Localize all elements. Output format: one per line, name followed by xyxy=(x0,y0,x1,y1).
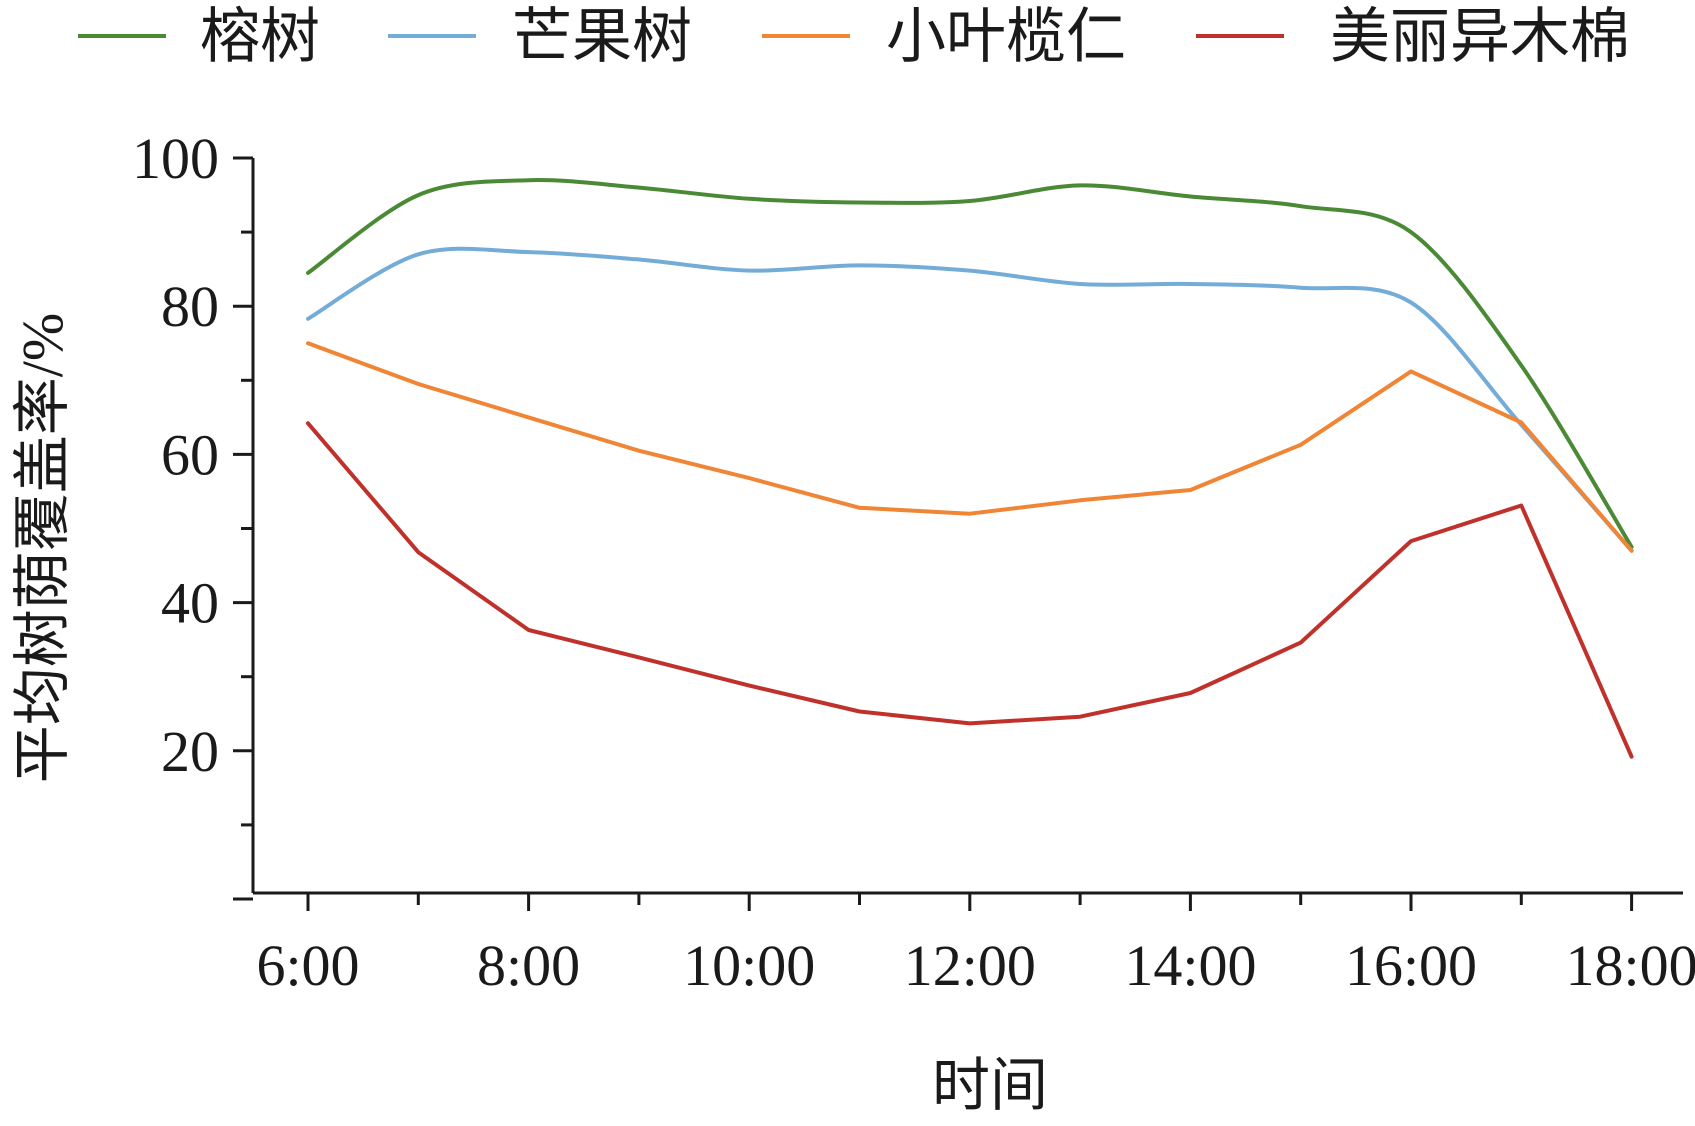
legend-label: 美丽异木棉 xyxy=(1330,4,1630,70)
y-tick-label: 20 xyxy=(161,719,219,784)
x-axis-title: 时间 xyxy=(932,1053,1048,1118)
y-axis-title: 平均树荫覆盖率/% xyxy=(10,313,75,783)
legend: 榕树 芒果树 小叶榄仁 美丽异木棉 xyxy=(78,4,1630,70)
y-tick-label: 80 xyxy=(161,274,219,339)
legend-item: 榕树 xyxy=(78,4,320,70)
legend-item: 小叶榄仁 xyxy=(762,4,1126,70)
series-line-4 xyxy=(306,421,1634,759)
x-tick-label: 8:00 xyxy=(477,933,580,998)
plot-area xyxy=(306,178,1634,759)
legend-label: 小叶榄仁 xyxy=(886,4,1126,70)
legend-label: 榕树 xyxy=(200,4,320,70)
y-tick-label: 100 xyxy=(132,126,219,191)
x-tick-label: 18:00 xyxy=(1566,933,1695,998)
series-line-1 xyxy=(306,178,1634,549)
y-tick-label: 60 xyxy=(161,422,219,487)
series-line-2 xyxy=(306,246,1634,553)
legend-item: 芒果树 xyxy=(388,4,692,70)
axes: 20 40 60 80 100 6:00 8:00 10:00 12:00 14:00 16:00 1… xyxy=(132,126,1695,998)
x-tick-label: 12:00 xyxy=(904,933,1036,998)
y-tick-label: 40 xyxy=(161,571,219,636)
series-line-3 xyxy=(306,341,1634,553)
legend-label: 芒果树 xyxy=(512,4,692,70)
x-tick-label: 10:00 xyxy=(683,933,815,998)
x-tick-label: 6:00 xyxy=(256,933,359,998)
x-tick-label: 14:00 xyxy=(1124,933,1256,998)
legend-item: 美丽异木棉 xyxy=(1196,4,1630,70)
x-tick-label: 16:00 xyxy=(1345,933,1477,998)
